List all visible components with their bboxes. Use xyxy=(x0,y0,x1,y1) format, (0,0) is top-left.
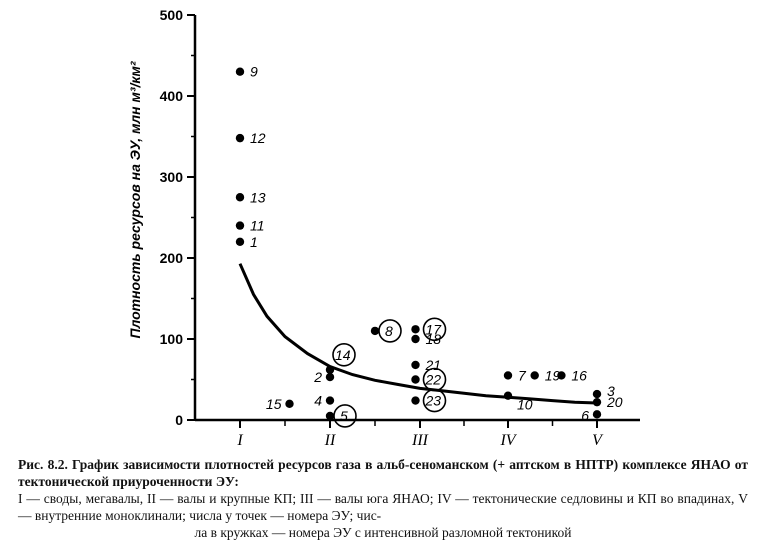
point-marker xyxy=(411,396,420,405)
y-tick-label: 500 xyxy=(160,7,184,23)
y-tick-label: 0 xyxy=(175,412,183,428)
point-label: 19 xyxy=(545,367,561,383)
y-axis-label: Плотность ресурсов на ЭУ, млн м³/км² xyxy=(127,61,143,338)
x-tick-label: V xyxy=(592,432,604,449)
data-point-19: 19 xyxy=(530,367,561,383)
point-label: 8 xyxy=(385,323,393,339)
data-point-9: 9 xyxy=(235,64,258,80)
point-marker xyxy=(325,396,335,405)
point-label: 4 xyxy=(314,393,322,409)
y-tick-label: 400 xyxy=(160,88,184,104)
x-tick-label: II xyxy=(324,432,336,449)
y-axis-ticks: 0 100 200 300 400 500 xyxy=(160,7,195,428)
point-marker xyxy=(235,221,245,230)
point-label: 6 xyxy=(581,407,589,423)
point-marker xyxy=(411,334,420,344)
data-point-2: 2 xyxy=(313,369,335,385)
data-point-18: 18 xyxy=(411,331,441,347)
point-label: 5 xyxy=(340,408,348,424)
point-label: 18 xyxy=(426,331,442,347)
point-marker xyxy=(592,397,602,407)
point-marker xyxy=(411,360,420,370)
point-marker xyxy=(370,326,380,336)
point-marker xyxy=(503,371,513,380)
point-marker xyxy=(557,371,566,380)
point-label: 16 xyxy=(571,367,587,383)
point-marker xyxy=(325,372,335,382)
point-marker xyxy=(592,389,602,399)
point-label: 11 xyxy=(250,218,265,234)
label-ring xyxy=(378,319,402,343)
data-point-12: 12 xyxy=(235,130,266,146)
y-tick-label: 200 xyxy=(160,250,184,266)
point-label: 22 xyxy=(425,372,442,388)
point-marker xyxy=(235,237,245,246)
point-marker xyxy=(235,133,245,143)
figure-caption: Рис. 8.2. График зависимости плотностей … xyxy=(18,456,748,541)
data-point-23: 23 xyxy=(411,388,447,413)
label-ring xyxy=(422,388,447,413)
data-point-15: 15 xyxy=(266,396,294,412)
point-marker xyxy=(530,371,539,380)
caption-title: Рис. 8.2. График зависимости плотностей … xyxy=(18,457,748,489)
data-point-22: 22 xyxy=(411,367,447,392)
x-tick-label: IV xyxy=(499,432,517,449)
data-point-6: 6 xyxy=(581,407,602,423)
point-label: 9 xyxy=(250,64,258,80)
data-point-16: 16 xyxy=(557,367,587,383)
data-point-4: 4 xyxy=(314,393,335,409)
point-label: 17 xyxy=(426,321,443,337)
point-label: 7 xyxy=(518,367,527,383)
point-label: 1 xyxy=(250,234,258,250)
data-point-17: 17 xyxy=(411,317,447,342)
point-marker xyxy=(503,391,513,400)
data-point-20: 20 xyxy=(592,394,623,410)
data-point-14: 14 xyxy=(325,342,356,374)
point-label: 3 xyxy=(607,383,615,399)
label-ring xyxy=(422,367,447,392)
point-label: 20 xyxy=(606,394,623,410)
data-point-3: 3 xyxy=(592,383,615,399)
point-label: 14 xyxy=(335,347,351,363)
point-marker xyxy=(411,325,420,334)
data-point-5: 5 xyxy=(325,404,357,428)
data-point-1: 1 xyxy=(235,234,258,250)
point-label: 10 xyxy=(517,397,533,413)
point-label: 2 xyxy=(313,369,322,385)
data-point-11: 11 xyxy=(235,218,265,234)
label-ring xyxy=(333,404,357,428)
data-point-7: 7 xyxy=(503,367,527,383)
point-marker xyxy=(325,411,335,421)
point-marker xyxy=(592,410,602,419)
caption-body: I — своды, мегавалы, II — валы и крупные… xyxy=(18,491,748,523)
point-label: 13 xyxy=(250,189,266,205)
x-tick-label: I xyxy=(236,432,243,449)
label-ring xyxy=(422,317,447,342)
point-marker xyxy=(325,365,335,374)
x-tick-label: III xyxy=(411,432,429,449)
x-axis-ticks: I II III IV V xyxy=(236,420,604,449)
point-label: 15 xyxy=(266,396,282,412)
point-marker xyxy=(285,399,294,408)
data-point-8: 8 xyxy=(370,319,402,343)
trend-curve xyxy=(238,263,598,405)
y-tick-label: 100 xyxy=(160,331,184,347)
data-point-10: 10 xyxy=(503,391,533,413)
caption-last-line: ла в кружках — номера ЭУ с интенсивной р… xyxy=(194,525,572,540)
point-label: 23 xyxy=(425,393,442,409)
point-marker xyxy=(411,375,420,384)
y-tick-label: 300 xyxy=(160,169,184,185)
data-point-13: 13 xyxy=(235,189,266,205)
point-label: 12 xyxy=(250,130,266,146)
label-ring xyxy=(332,342,356,367)
point-marker xyxy=(235,193,245,202)
point-marker xyxy=(235,67,245,76)
